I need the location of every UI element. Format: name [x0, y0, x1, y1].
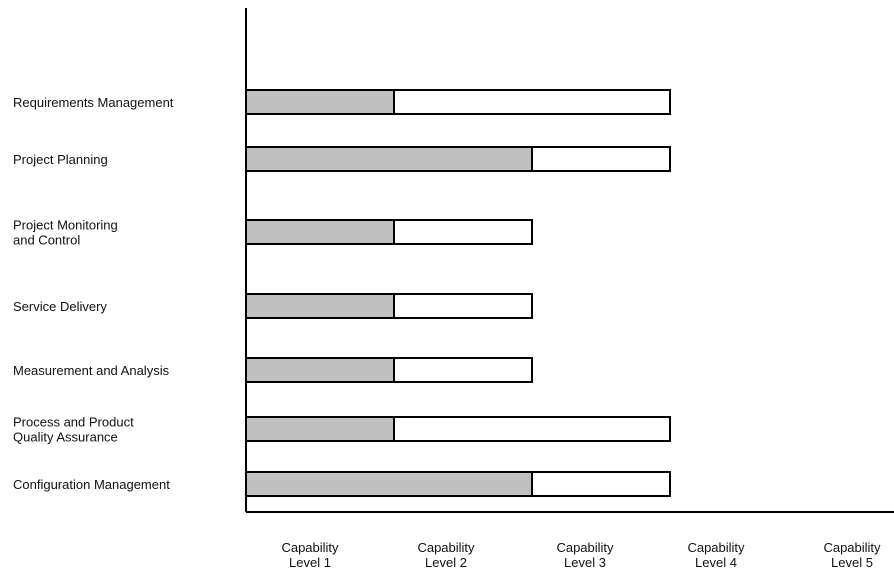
level-tick-label: Level 2: [425, 555, 467, 570]
achieved-bar: [245, 89, 395, 115]
achieved-bar: [245, 293, 395, 319]
category-label: Process and Product: [13, 415, 134, 430]
level-tick-label: Capability: [687, 540, 745, 555]
level-tick-label: Capability: [823, 540, 881, 555]
category-label: Configuration Management: [13, 477, 170, 492]
category-label: Quality Assurance: [13, 430, 118, 445]
achieved-bar: [245, 357, 395, 383]
category-label: Measurement and Analysis: [13, 363, 170, 378]
achieved-bar: [245, 416, 395, 442]
achieved-bar: [245, 146, 533, 172]
achieved-bar: [245, 471, 533, 497]
level-tick-label: Capability: [417, 540, 475, 555]
level-tick-label: Level 3: [564, 555, 606, 570]
achieved-bar: [245, 219, 395, 245]
category-label: and Control: [13, 233, 80, 248]
level-tick-label: Level 1: [289, 555, 331, 570]
category-label: Project Planning: [13, 152, 108, 167]
category-label: Service Delivery: [13, 299, 107, 314]
level-tick-label: Level 4: [695, 555, 737, 570]
level-tick-label: Level 5: [831, 555, 873, 570]
category-label: Project Monitoring: [13, 218, 118, 233]
category-label: Requirements Management: [13, 95, 174, 110]
level-tick-label: Capability: [281, 540, 339, 555]
level-tick-label: Capability: [556, 540, 614, 555]
